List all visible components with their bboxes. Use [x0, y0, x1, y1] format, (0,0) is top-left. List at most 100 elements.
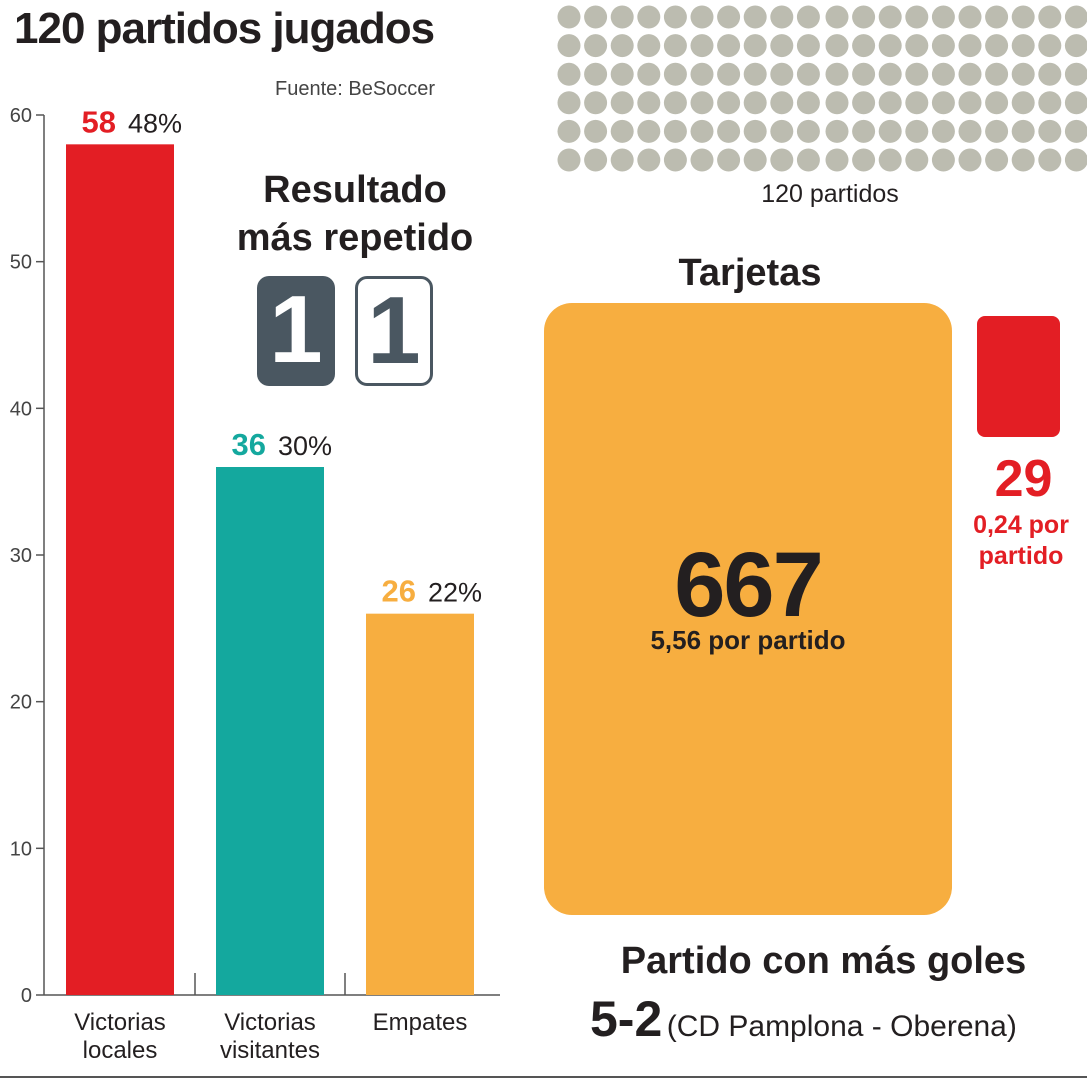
- matches-dot-grid-label: 120 partidos: [761, 180, 899, 208]
- match-dot: [931, 119, 955, 143]
- match-dot: [905, 91, 929, 115]
- match-dot: [985, 148, 1009, 172]
- match-dot: [852, 5, 876, 29]
- match-dot: [584, 62, 608, 86]
- match-dot: [878, 62, 902, 86]
- y-tick-label: 10: [10, 838, 32, 860]
- match-dot: [663, 148, 687, 172]
- match-dot: [557, 119, 581, 143]
- match-dot: [743, 5, 767, 29]
- match-dot: [1038, 148, 1062, 172]
- match-dot: [852, 119, 876, 143]
- match-dot: [743, 62, 767, 86]
- most-repeated-result-title: Resultado más repetido: [200, 166, 510, 262]
- red-card-icon: [977, 316, 1060, 437]
- match-dot: [690, 5, 714, 29]
- most-goals-teams: (CD Pamplona - Oberena): [666, 1010, 1017, 1043]
- match-dot: [852, 34, 876, 58]
- bottom-rule: [0, 1076, 1087, 1078]
- match-dot: [931, 5, 955, 29]
- match-dot: [770, 91, 794, 115]
- match-dot: [1064, 91, 1087, 115]
- match-dot: [1011, 5, 1035, 29]
- match-dot: [825, 5, 849, 29]
- red-card-per-match-line1: 0,24 por: [973, 511, 1069, 539]
- match-dot: [958, 148, 982, 172]
- score-away-box: 1: [355, 276, 433, 386]
- bar-1: [66, 144, 174, 996]
- match-dot: [1064, 119, 1087, 143]
- match-dot: [663, 5, 687, 29]
- category-label: Victorias: [74, 1009, 166, 1036]
- match-dot: [557, 34, 581, 58]
- y-tick-label: 20: [10, 692, 32, 714]
- match-dot: [770, 148, 794, 172]
- match-dot: [825, 91, 849, 115]
- match-dot: [985, 62, 1009, 86]
- match-dot: [743, 91, 767, 115]
- match-dot: [1038, 91, 1062, 115]
- match-dot: [905, 34, 929, 58]
- red-card-per-match: 0,24 por partido: [955, 510, 1087, 572]
- match-dot: [1038, 5, 1062, 29]
- match-dot: [637, 62, 661, 86]
- red-card-per-match-line2: partido: [978, 542, 1064, 570]
- match-dot: [878, 148, 902, 172]
- category-label: locales: [83, 1037, 158, 1064]
- match-dot: [905, 148, 929, 172]
- match-dot: [770, 34, 794, 58]
- y-tick-label: 0: [21, 985, 32, 1007]
- match-dot: [958, 34, 982, 58]
- match-dot: [584, 91, 608, 115]
- match-dot: [905, 5, 929, 29]
- match-dot: [985, 5, 1009, 29]
- match-dot: [690, 91, 714, 115]
- match-dot: [905, 119, 929, 143]
- match-dot: [958, 91, 982, 115]
- bar-percent-label: 48%: [128, 108, 182, 138]
- page-title: 120 partidos jugados: [14, 4, 435, 53]
- bar-value-label: 58: [82, 104, 116, 139]
- match-dot: [878, 5, 902, 29]
- most-goals-line: 5-2 (CD Pamplona - Oberena): [590, 990, 1017, 1048]
- match-dot: [717, 34, 741, 58]
- match-dot: [1064, 148, 1087, 172]
- match-dot: [796, 119, 820, 143]
- match-dot: [878, 119, 902, 143]
- category-label: Victorias: [224, 1009, 316, 1036]
- match-dot: [584, 148, 608, 172]
- match-dot: [610, 91, 634, 115]
- match-dot: [796, 62, 820, 86]
- match-dot: [958, 119, 982, 143]
- match-dot: [610, 119, 634, 143]
- match-dot: [610, 5, 634, 29]
- match-dot: [663, 119, 687, 143]
- yellow-card-per-match: 5,56 por partido: [650, 625, 846, 655]
- match-dot: [1064, 5, 1087, 29]
- match-dot: [931, 148, 955, 172]
- match-dot: [878, 34, 902, 58]
- match-dot: [985, 119, 1009, 143]
- match-dot: [663, 34, 687, 58]
- matches-dot-grid: [557, 5, 1087, 172]
- bar-percent-label: 22%: [428, 578, 482, 608]
- match-dot: [663, 91, 687, 115]
- y-tick-label: 50: [10, 252, 32, 274]
- y-tick-label: 60: [10, 105, 32, 127]
- match-dot: [690, 148, 714, 172]
- match-dot: [743, 119, 767, 143]
- match-dot: [796, 5, 820, 29]
- match-dot: [1064, 34, 1087, 58]
- match-dot: [690, 62, 714, 86]
- match-dot: [852, 62, 876, 86]
- match-dot: [663, 62, 687, 86]
- yellow-card-total: 667: [674, 534, 824, 636]
- bar-percent-label: 30%: [278, 431, 332, 461]
- most-goals-title: Partido con más goles: [620, 940, 1027, 982]
- match-dot: [825, 119, 849, 143]
- match-dot: [1038, 119, 1062, 143]
- match-dot: [717, 62, 741, 86]
- match-dot: [852, 148, 876, 172]
- match-dot: [958, 5, 982, 29]
